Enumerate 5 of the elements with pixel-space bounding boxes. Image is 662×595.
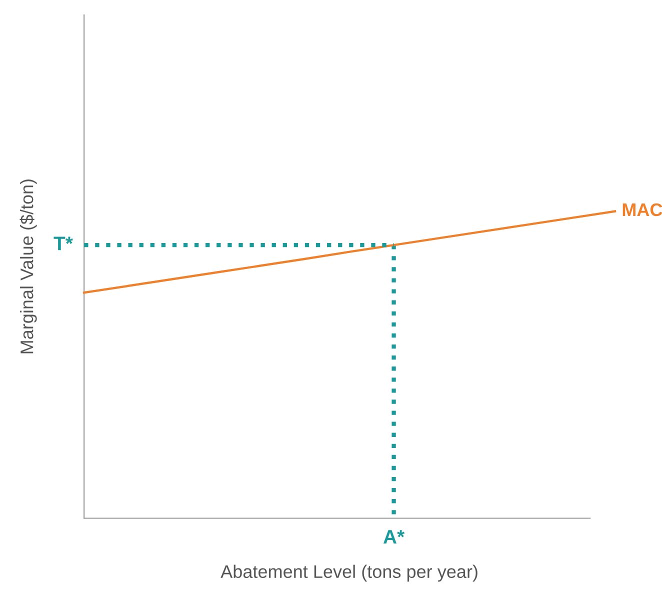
x-axis-title: Abatement Level (tons per year) <box>220 564 478 582</box>
series-label: MAC <box>622 203 662 216</box>
annotation: T* <box>54 236 73 250</box>
text: A* <box>383 530 405 544</box>
y-axis-title: Marginal Value ($/ton) <box>20 180 37 354</box>
